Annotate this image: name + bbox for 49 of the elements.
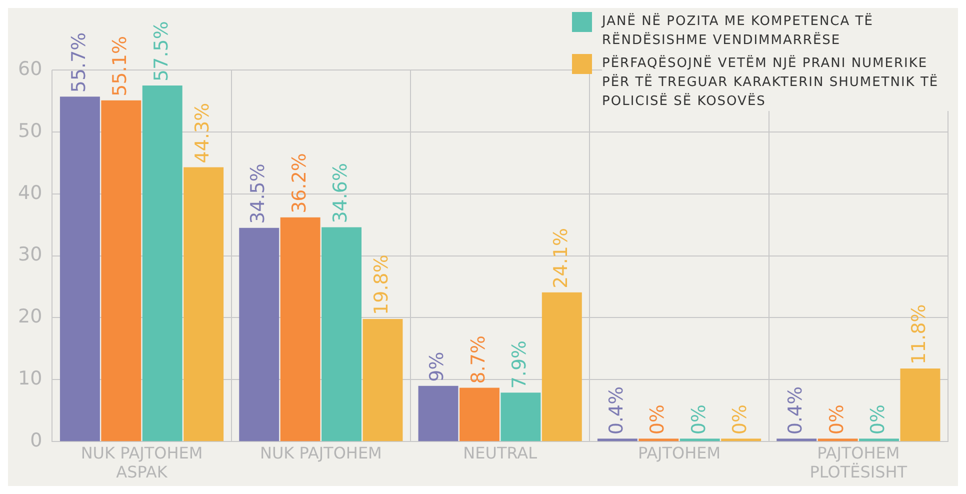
y-tick-label: 0 — [30, 430, 42, 452]
bar — [322, 227, 362, 442]
data-label: 57.5% — [150, 21, 172, 82]
data-label: 0% — [866, 404, 889, 435]
bar — [362, 318, 403, 442]
data-label: 0.4% — [784, 386, 807, 435]
y-tick-label: 50 — [18, 120, 42, 142]
x-tick-label: NUK PAJTOHEM ASPAK — [80, 443, 203, 482]
y-tick-label: 40 — [18, 182, 42, 204]
bar — [142, 85, 182, 442]
data-label: 44.3% — [192, 102, 214, 164]
bar — [280, 217, 320, 442]
bar — [597, 438, 638, 442]
bar — [418, 386, 458, 442]
data-label: 19.8% — [370, 254, 393, 315]
legend-label: PËRFAQËSOJNË VETËM NJË PRANI NUMERIKE PËR TË TREGUAR KARAKTERIN SHUMETNIK TË POLICISË SË KOSOVËS — [602, 54, 952, 111]
data-label: 0% — [646, 404, 669, 435]
data-label: 0% — [729, 404, 751, 435]
data-label: 7.9% — [508, 340, 531, 389]
data-label: 34.6% — [329, 162, 352, 224]
data-label: 36.2% — [288, 153, 310, 214]
bar — [776, 438, 817, 442]
data-label: 8.7% — [467, 335, 490, 384]
x-tick-label: NUK PAJTOHEM — [260, 443, 382, 462]
bar — [900, 368, 940, 442]
data-label: 34.5% — [247, 164, 270, 224]
bar — [500, 392, 541, 442]
data-label: 0.4% — [605, 386, 628, 435]
bar — [101, 100, 142, 442]
x-tick-label: PAJTOHEM PLOTËSISHT — [810, 443, 908, 482]
x-tick-label: PAJTOHEM — [638, 443, 721, 462]
data-label: 24.1% — [550, 228, 572, 288]
y-tick-label: 60 — [18, 58, 42, 80]
data-label: 55.7% — [68, 32, 90, 93]
bar — [239, 228, 280, 442]
data-label: 0% — [826, 404, 848, 435]
bar — [60, 96, 100, 442]
data-label: 55.1% — [109, 36, 132, 96]
x-tick-label: NEUTRAL — [463, 443, 538, 462]
data-label: 0% — [688, 404, 710, 435]
data-label: 9% — [426, 352, 448, 382]
bar — [184, 167, 224, 442]
bar — [542, 292, 582, 442]
y-tick-label: 10 — [18, 368, 42, 390]
data-label: 11.8% — [908, 304, 930, 365]
y-tick-label: 30 — [18, 244, 42, 266]
legend-label: JANË NË POZITA ME KOMPETENCA TË RËNDËSISHME VENDIMMARRËSE — [602, 12, 952, 50]
bar — [460, 388, 500, 442]
y-tick-label: 20 — [18, 306, 42, 328]
